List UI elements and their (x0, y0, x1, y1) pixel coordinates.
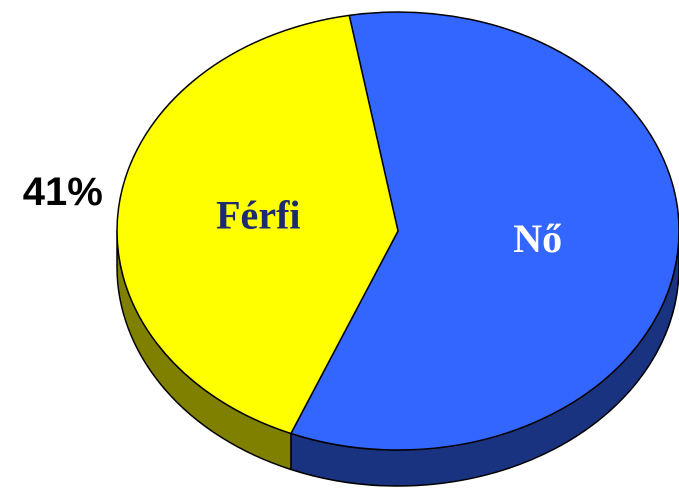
slice (290, 11, 679, 451)
value-label: 41% (23, 170, 103, 214)
slice (116, 14, 399, 435)
category-label: Nő (513, 216, 562, 261)
category-label: Férfi (216, 192, 300, 237)
